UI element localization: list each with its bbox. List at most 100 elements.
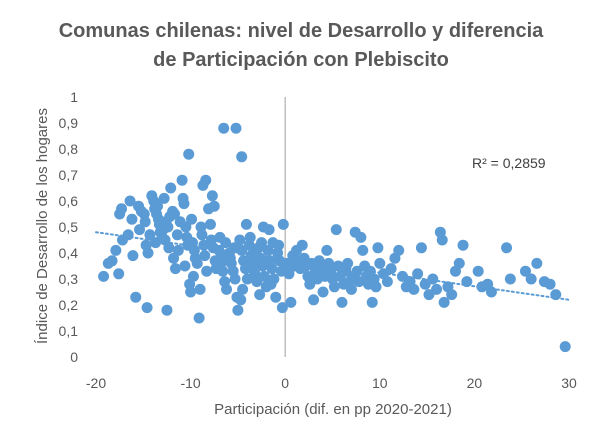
data-point	[330, 224, 342, 236]
data-point	[186, 213, 198, 225]
data-point	[296, 239, 308, 251]
data-point	[270, 291, 282, 303]
data-point	[236, 151, 248, 163]
data-point	[504, 273, 516, 285]
y-tick-labels: 0 0,1 0,2 0,3 0,4 0,5 0,6 0,7 0,8 0,9 1	[59, 89, 79, 365]
data-point	[126, 213, 138, 225]
chart-title-line-2: de Participación con Plebiscito	[153, 49, 449, 71]
data-point	[283, 268, 295, 280]
y-tick-label: 0,7	[59, 167, 79, 183]
y-tick-label: 1	[70, 89, 78, 105]
data-point	[415, 242, 427, 254]
data-point	[393, 244, 405, 256]
data-point	[193, 312, 205, 324]
data-point	[485, 286, 497, 298]
data-point	[374, 257, 386, 269]
y-tick-label: 0	[70, 349, 78, 365]
data-point	[204, 218, 216, 230]
data-point	[501, 242, 513, 254]
data-point	[199, 250, 211, 262]
y-tick-label: 0,9	[59, 115, 79, 131]
data-point	[370, 281, 382, 293]
data-point	[151, 200, 163, 212]
data-point	[457, 239, 469, 251]
data-point	[321, 244, 333, 256]
data-points	[98, 122, 571, 353]
data-point	[559, 341, 571, 353]
data-point	[438, 296, 450, 308]
data-point	[172, 244, 184, 256]
data-point	[266, 263, 278, 275]
data-point	[169, 208, 181, 220]
data-point	[200, 174, 212, 186]
data-point	[446, 289, 458, 301]
data-point	[519, 265, 531, 277]
x-tick-label: 0	[281, 375, 289, 391]
data-point	[220, 237, 232, 249]
x-tick-label: 20	[467, 375, 483, 391]
data-point	[544, 278, 556, 290]
y-tick-label: 0,1	[59, 323, 79, 339]
data-point	[436, 234, 448, 246]
data-point	[472, 265, 484, 277]
data-point	[385, 263, 397, 275]
data-point	[461, 276, 473, 288]
trendline-group	[95, 231, 570, 301]
data-point	[139, 216, 151, 228]
data-point	[122, 229, 134, 241]
data-point	[179, 260, 191, 272]
y-tick-label: 0,2	[59, 297, 79, 313]
data-point	[124, 195, 136, 207]
data-point	[240, 218, 252, 230]
data-point	[246, 263, 258, 275]
data-point	[366, 296, 378, 308]
data-point	[183, 148, 195, 160]
data-point	[234, 234, 246, 246]
data-point	[110, 244, 122, 256]
y-tick-label: 0,8	[59, 141, 79, 157]
data-point	[308, 294, 320, 306]
data-point	[185, 286, 197, 298]
data-point	[342, 257, 354, 269]
data-point	[276, 302, 288, 314]
data-point	[165, 182, 177, 194]
data-point	[258, 270, 270, 282]
data-point	[431, 283, 443, 295]
data-point	[237, 283, 249, 295]
data-point	[408, 283, 420, 295]
data-point	[127, 250, 139, 262]
chart-title-line-1: Comunas chilenas: nivel de Desarrollo y …	[59, 20, 544, 42]
data-point	[178, 198, 190, 210]
data-point	[162, 221, 174, 233]
data-point	[372, 242, 384, 254]
data-point	[206, 190, 218, 202]
data-point	[244, 231, 256, 243]
data-point	[201, 265, 213, 277]
data-point	[550, 289, 562, 301]
data-point	[285, 296, 297, 308]
data-point	[427, 273, 439, 285]
data-point	[224, 252, 236, 264]
y-tick-label: 0,3	[59, 271, 79, 287]
data-point	[273, 239, 285, 251]
x-tick-label: 30	[561, 375, 577, 391]
data-point	[221, 283, 233, 295]
data-point	[196, 229, 208, 241]
data-point	[357, 244, 369, 256]
data-point	[232, 304, 244, 316]
data-point	[158, 192, 170, 204]
data-point	[98, 270, 110, 282]
data-point	[106, 255, 118, 267]
data-point	[317, 286, 329, 298]
data-point	[254, 289, 266, 301]
y-tick-label: 0,6	[59, 193, 79, 209]
data-point	[265, 278, 277, 290]
data-point	[144, 229, 156, 241]
x-tick-labels: -20 -10 0 10 20 30	[86, 375, 577, 391]
data-point	[412, 268, 424, 280]
data-point	[187, 270, 199, 282]
data-point	[130, 291, 142, 303]
y-tick-label: 0,5	[59, 219, 79, 235]
